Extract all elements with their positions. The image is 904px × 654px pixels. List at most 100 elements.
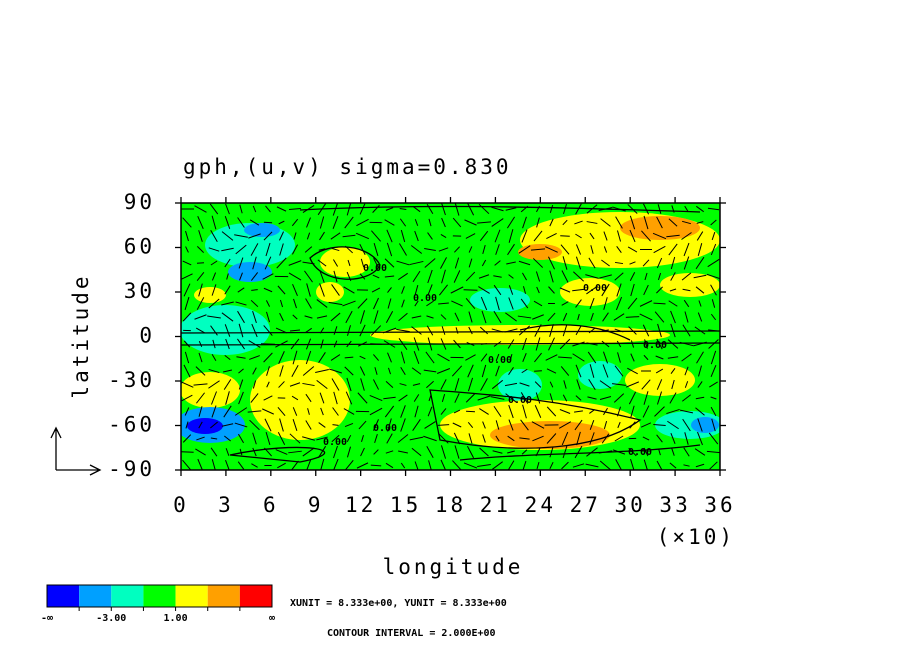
vector — [657, 323, 662, 338]
vector — [293, 232, 297, 240]
vector — [370, 325, 382, 336]
contour-label: 0.00 — [323, 437, 347, 448]
contour-label: 0.00 — [643, 340, 667, 351]
vector — [331, 378, 340, 391]
vector — [507, 435, 515, 442]
vector — [278, 351, 285, 364]
vector — [480, 353, 488, 362]
vector — [208, 247, 220, 252]
vector — [682, 394, 691, 402]
x-tick-label: 24 — [525, 493, 556, 517]
vector — [684, 432, 689, 445]
vector — [266, 366, 270, 376]
vector — [412, 383, 421, 386]
vector — [399, 218, 407, 227]
vector — [306, 217, 311, 228]
vector — [710, 243, 717, 256]
vector — [237, 310, 245, 324]
vector — [508, 297, 514, 310]
contour-label: 0.00 — [373, 423, 397, 434]
vector — [613, 393, 625, 403]
vector — [252, 447, 257, 457]
vector — [504, 382, 518, 387]
vector — [333, 445, 338, 459]
vector — [291, 364, 299, 378]
vector — [558, 356, 572, 359]
vector — [572, 288, 585, 292]
vector — [590, 312, 594, 322]
vector — [184, 407, 190, 416]
vector — [385, 311, 394, 323]
vector — [276, 206, 287, 212]
vector — [710, 313, 717, 321]
vector — [305, 350, 312, 365]
vector — [266, 311, 270, 323]
vector — [198, 406, 203, 417]
vector — [412, 419, 421, 431]
vector — [249, 419, 260, 431]
vector — [508, 274, 514, 279]
vector — [616, 283, 622, 297]
vector — [451, 365, 463, 377]
vector — [709, 381, 718, 388]
vector — [436, 368, 451, 374]
vector — [615, 216, 623, 229]
vector — [302, 447, 315, 457]
vector — [642, 324, 650, 337]
vector — [494, 260, 501, 266]
vector — [196, 297, 205, 310]
vector — [196, 246, 205, 253]
vector — [289, 382, 301, 387]
vector — [683, 464, 690, 467]
vector — [545, 354, 558, 361]
vector — [263, 231, 273, 241]
vector — [706, 450, 720, 454]
vector — [643, 215, 649, 230]
vector — [221, 231, 234, 241]
vector — [372, 379, 380, 390]
vector — [506, 216, 516, 229]
vector — [262, 273, 274, 280]
vector — [238, 368, 244, 374]
vector — [533, 300, 543, 307]
contour-label: 0.00 — [508, 395, 532, 406]
vector — [505, 312, 517, 322]
colorbar-tick-label: 1.00 — [164, 613, 188, 624]
vector — [182, 312, 192, 322]
vector — [306, 283, 311, 297]
vector — [480, 378, 488, 391]
vector — [359, 273, 366, 280]
vector — [657, 204, 662, 214]
vector — [440, 257, 447, 269]
vector — [625, 316, 640, 318]
vector — [386, 229, 393, 243]
vector — [361, 435, 364, 442]
contour-label: 0.00 — [413, 293, 437, 304]
vector — [549, 393, 554, 403]
vector — [360, 378, 365, 391]
vector — [561, 431, 569, 446]
vector — [238, 433, 244, 444]
contour-label: 0.00 — [583, 283, 607, 294]
vector — [587, 396, 597, 400]
vector — [208, 368, 220, 374]
vector — [371, 287, 381, 293]
vector — [398, 272, 408, 281]
vector — [279, 418, 284, 432]
y-tick-label: 0 — [139, 324, 155, 348]
vector — [522, 404, 527, 419]
vector — [667, 356, 679, 359]
vector — [628, 447, 637, 457]
vector — [468, 326, 473, 335]
vector — [509, 353, 513, 362]
vector — [531, 421, 545, 429]
vector — [520, 419, 529, 431]
vector — [329, 368, 342, 374]
vector — [562, 445, 568, 459]
vector — [306, 232, 311, 240]
vector — [237, 287, 245, 293]
vector — [495, 435, 500, 442]
vector — [601, 433, 610, 444]
vector — [684, 366, 689, 376]
vector — [640, 422, 652, 428]
